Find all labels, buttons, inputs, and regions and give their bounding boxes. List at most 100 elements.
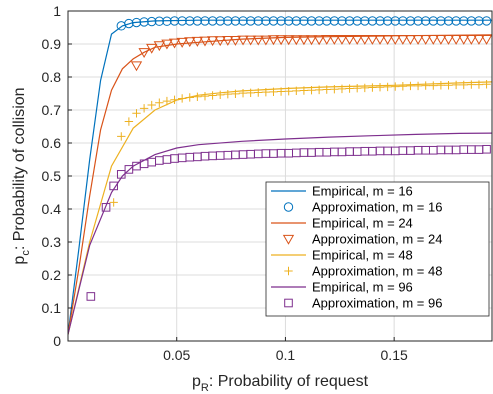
data-point — [435, 34, 447, 45]
data-point — [436, 81, 446, 90]
series-1 — [116, 16, 492, 31]
data-point — [336, 34, 348, 45]
data-point — [322, 85, 331, 94]
data-point — [390, 16, 400, 26]
legend-entry-label: Approximation, m = 48 — [312, 264, 442, 279]
data-point — [246, 88, 255, 98]
x-tick-label: 0.1 — [276, 347, 296, 363]
data-point — [366, 34, 379, 45]
data-point — [306, 16, 317, 26]
data-point — [398, 16, 408, 26]
x-tick-label: 0.15 — [381, 347, 408, 363]
y-tick-label: 0.5 — [42, 168, 62, 184]
data-point — [260, 35, 272, 46]
series-line — [68, 81, 492, 335]
data-point — [116, 170, 126, 179]
data-point — [406, 81, 415, 91]
grid-lines — [68, 11, 492, 341]
data-point — [427, 34, 439, 45]
data-point — [360, 16, 370, 26]
data-point — [398, 82, 408, 91]
legend-entry-label: Approximation, m = 16 — [312, 200, 442, 215]
data-point — [130, 61, 143, 72]
data-point — [86, 292, 96, 301]
data-point — [337, 16, 347, 26]
series-line — [68, 132, 492, 335]
data-point — [184, 37, 196, 48]
data-point — [429, 81, 438, 90]
data-point — [155, 98, 164, 107]
data-point — [206, 36, 219, 47]
data-point — [117, 132, 126, 141]
data-point — [344, 16, 355, 26]
data-point — [381, 34, 394, 45]
data-point — [459, 16, 469, 26]
data-point — [413, 81, 423, 91]
data-point — [466, 16, 477, 26]
data-point — [252, 35, 264, 46]
data-point — [161, 39, 173, 50]
data-point — [459, 80, 468, 90]
data-point — [330, 85, 339, 94]
data-point — [298, 35, 310, 46]
data-point — [307, 86, 316, 95]
legend-entry-label: Approximation, m = 24 — [312, 232, 442, 247]
data-point — [147, 100, 156, 110]
data-point — [276, 87, 286, 96]
data-point — [261, 16, 271, 26]
data-point — [168, 38, 181, 49]
data-point — [322, 16, 332, 26]
data-point — [314, 16, 324, 26]
legend-marker-swatch — [282, 234, 295, 245]
data-point — [244, 35, 257, 46]
data-point — [292, 86, 301, 96]
data-point — [436, 16, 446, 26]
data-point — [404, 34, 417, 45]
data-point — [261, 87, 271, 97]
data-point — [101, 203, 111, 212]
y-tick-label: 1 — [53, 3, 61, 19]
data-point — [375, 16, 385, 26]
data-point — [276, 16, 286, 26]
data-point — [428, 16, 438, 26]
data-point — [421, 81, 430, 90]
data-point — [314, 85, 324, 95]
data-point — [238, 16, 248, 26]
legend-entry-label: Empirical, m = 48 — [312, 248, 413, 263]
data-point — [337, 84, 347, 94]
series-0 — [68, 19, 492, 335]
data-point — [216, 90, 225, 100]
data-point — [253, 16, 263, 26]
data-point — [214, 36, 226, 47]
data-point — [191, 36, 204, 47]
series-line — [68, 19, 492, 335]
data-point — [162, 16, 172, 26]
data-point — [131, 17, 142, 28]
data-point — [268, 16, 279, 26]
data-point — [146, 43, 158, 54]
data-point — [223, 89, 233, 99]
data-point — [313, 35, 325, 46]
data-point — [467, 80, 476, 89]
data-point — [177, 16, 187, 26]
data-point — [290, 35, 302, 46]
data-point — [185, 16, 195, 26]
data-point — [352, 84, 362, 93]
data-point — [238, 88, 248, 98]
data-point — [147, 16, 157, 27]
data-point — [177, 94, 187, 103]
data-point — [215, 16, 225, 26]
data-point — [230, 16, 241, 26]
data-point — [109, 181, 118, 191]
legend-marker-swatch — [284, 266, 293, 276]
data-point — [458, 34, 470, 45]
data-point — [465, 34, 478, 45]
data-point — [352, 16, 362, 26]
y-tick-label: 0.3 — [42, 234, 62, 250]
data-point — [267, 35, 280, 46]
data-point — [154, 16, 165, 26]
data-point — [444, 81, 453, 90]
data-point — [389, 34, 401, 45]
data-point — [299, 16, 309, 26]
